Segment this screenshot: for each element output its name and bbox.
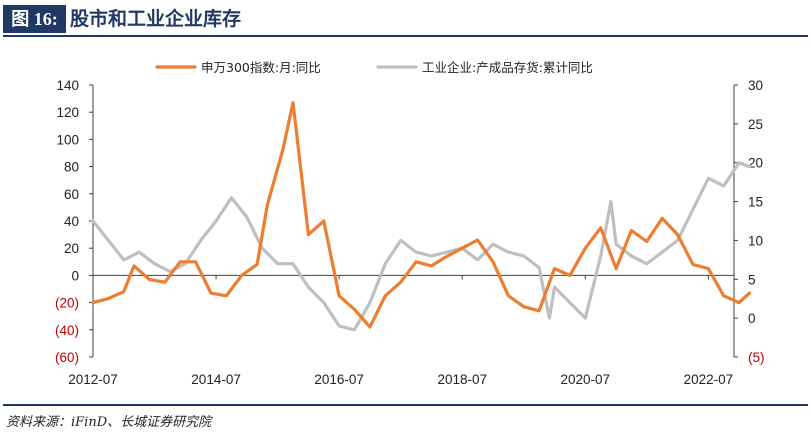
left-tick-label: 140	[56, 78, 79, 93]
figure-label: 图 16:	[3, 5, 66, 33]
title-rule	[3, 35, 808, 37]
left-tick-label: (60)	[55, 350, 79, 365]
left-tick-label: 40	[64, 214, 79, 229]
right-tick-label: 0	[748, 311, 756, 326]
x-tick-label: 2016-07	[314, 372, 364, 387]
left-tick-label: 60	[64, 187, 79, 202]
right-tick-label: 15	[748, 195, 763, 210]
series-line-inventory-yoy	[91, 161, 752, 332]
source-note: 资料来源：iFinD、长城证券研究院	[6, 415, 212, 430]
right-tick-label: 10	[748, 233, 763, 248]
left-tick-label: (20)	[55, 296, 79, 311]
left-tick-label: 100	[56, 132, 79, 147]
x-tick-label: 2022-07	[684, 372, 734, 387]
right-tick-label: 30	[748, 78, 763, 93]
x-tick-label: 2014-07	[191, 372, 241, 387]
right-tick-label: 5	[748, 272, 756, 287]
left-tick-label: (40)	[55, 323, 79, 338]
series-line-csi300-yoy	[91, 101, 752, 329]
x-tick-label: 2020-07	[561, 372, 611, 387]
bottom-rule	[3, 404, 808, 406]
left-tick-label: 0	[71, 268, 79, 283]
x-tick-label: 2012-07	[68, 372, 118, 387]
left-tick-label: 20	[64, 241, 79, 256]
right-tick-label: 25	[748, 117, 763, 132]
legend-item-csi300-label: 申万300指数:月:同比	[201, 60, 321, 75]
figure-header: 图 16: 股市和工业企业库存	[0, 0, 811, 37]
right-tick-label: (5)	[748, 350, 765, 365]
x-tick-label: 2018-07	[437, 372, 487, 387]
legend-item-inventory-label: 工业企业:产成品存货:累计同比	[422, 60, 593, 75]
right-tick-label: 20	[748, 156, 763, 171]
figure-title: 股市和工业企业库存	[70, 8, 242, 30]
left-tick-label: 120	[56, 105, 79, 120]
left-tick-label: 80	[64, 160, 79, 175]
